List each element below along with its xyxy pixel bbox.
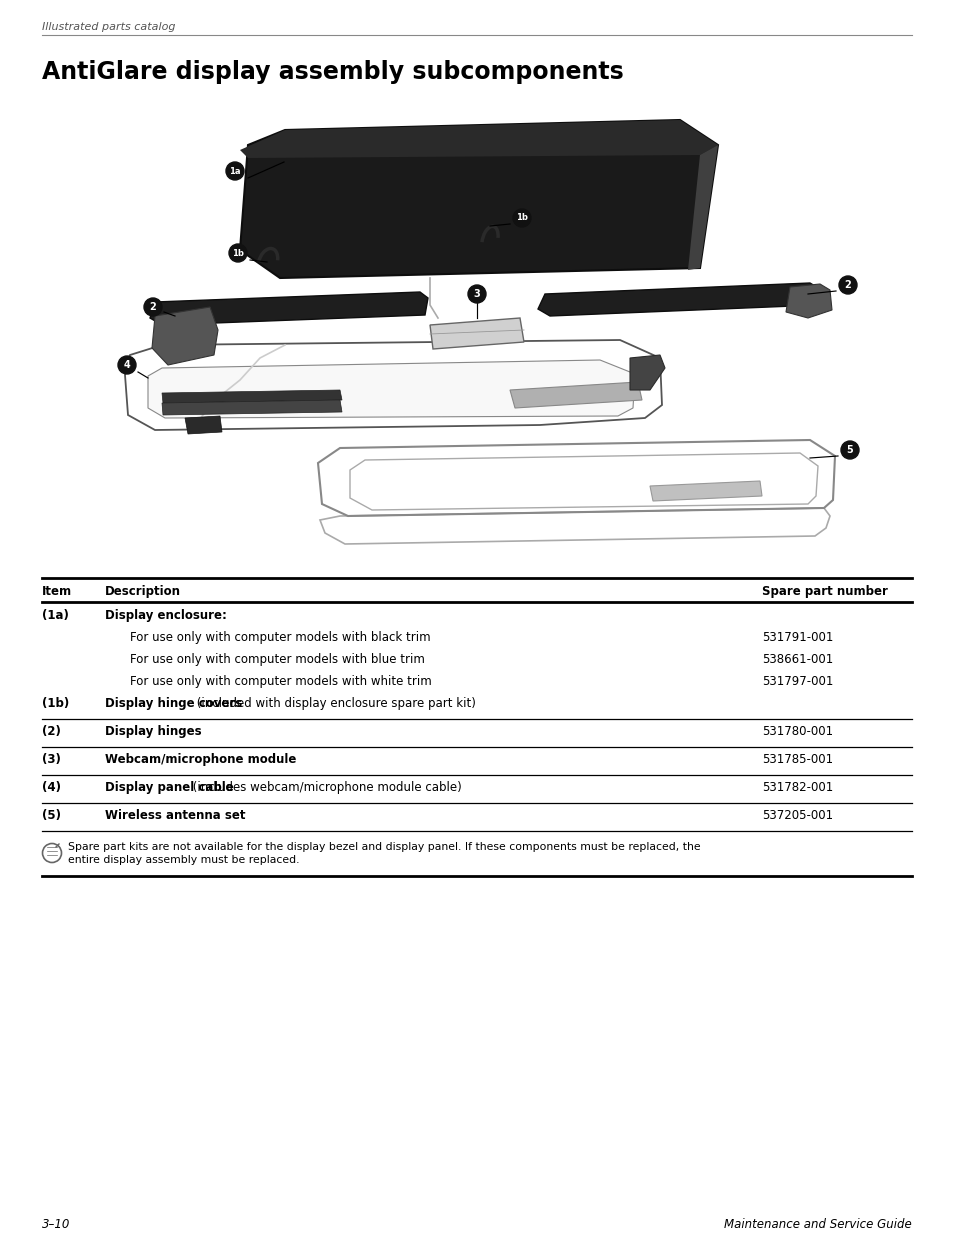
Text: 531797-001: 531797-001	[761, 676, 833, 688]
Text: 531780-001: 531780-001	[761, 725, 832, 739]
Text: Display enclosure:: Display enclosure:	[105, 609, 227, 622]
Text: 1a: 1a	[229, 167, 240, 175]
Circle shape	[838, 275, 856, 294]
Text: Maintenance and Service Guide: Maintenance and Service Guide	[723, 1218, 911, 1231]
Text: For use only with computer models with black trim: For use only with computer models with b…	[130, 631, 430, 643]
Polygon shape	[148, 359, 635, 417]
Circle shape	[468, 285, 485, 303]
Text: 537205-001: 537205-001	[761, 809, 832, 823]
Polygon shape	[785, 284, 831, 317]
Text: Item: Item	[42, 585, 72, 598]
Text: (2): (2)	[42, 725, 61, 739]
Text: 5: 5	[845, 445, 853, 454]
Text: AntiGlare display assembly subcomponents: AntiGlare display assembly subcomponents	[42, 61, 623, 84]
Text: 531785-001: 531785-001	[761, 753, 832, 766]
Text: Spare part number: Spare part number	[761, 585, 887, 598]
Text: Wireless antenna set: Wireless antenna set	[105, 809, 245, 823]
Circle shape	[226, 162, 244, 180]
Text: 531791-001: 531791-001	[761, 631, 833, 643]
Text: 1b: 1b	[516, 214, 527, 222]
Polygon shape	[150, 291, 428, 325]
Polygon shape	[152, 308, 218, 366]
Text: 1b: 1b	[232, 248, 244, 258]
Text: Display panel cable: Display panel cable	[105, 781, 233, 794]
Polygon shape	[537, 283, 820, 316]
Text: (included with display enclosure spare part kit): (included with display enclosure spare p…	[193, 697, 476, 710]
Text: (3): (3)	[42, 753, 61, 766]
Text: entire display assembly must be replaced.: entire display assembly must be replaced…	[68, 855, 299, 864]
Text: Description: Description	[105, 585, 181, 598]
Text: 4: 4	[124, 359, 131, 370]
Text: 531782-001: 531782-001	[761, 781, 832, 794]
Text: (1a): (1a)	[42, 609, 69, 622]
Text: Webcam/microphone module: Webcam/microphone module	[105, 753, 296, 766]
Text: (includes webcam/microphone module cable): (includes webcam/microphone module cable…	[189, 781, 461, 794]
Text: (4): (4)	[42, 781, 61, 794]
Text: For use only with computer models with white trim: For use only with computer models with w…	[130, 676, 432, 688]
Text: Illustrated parts catalog: Illustrated parts catalog	[42, 22, 175, 32]
Polygon shape	[162, 400, 341, 415]
Text: Spare part kits are not available for the display bezel and display panel. If th: Spare part kits are not available for th…	[68, 842, 700, 852]
Text: For use only with computer models with blue trim: For use only with computer models with b…	[130, 653, 424, 666]
Circle shape	[144, 298, 162, 316]
Text: (5): (5)	[42, 809, 61, 823]
Text: (1b): (1b)	[42, 697, 70, 710]
Polygon shape	[510, 382, 641, 408]
Circle shape	[118, 356, 136, 374]
Polygon shape	[629, 354, 664, 390]
Text: 3: 3	[473, 289, 480, 299]
Text: 2: 2	[843, 280, 850, 290]
Polygon shape	[649, 480, 761, 501]
Text: 2: 2	[150, 303, 156, 312]
Polygon shape	[687, 144, 718, 270]
Circle shape	[513, 209, 531, 227]
Text: 538661-001: 538661-001	[761, 653, 832, 666]
Circle shape	[229, 245, 247, 262]
Circle shape	[841, 441, 858, 459]
Text: Display hinge covers: Display hinge covers	[105, 697, 242, 710]
Polygon shape	[162, 390, 341, 403]
Polygon shape	[430, 317, 523, 350]
Text: 3–10: 3–10	[42, 1218, 71, 1231]
Polygon shape	[240, 120, 718, 158]
Text: Display hinges: Display hinges	[105, 725, 201, 739]
Polygon shape	[185, 416, 222, 433]
Polygon shape	[240, 120, 718, 278]
